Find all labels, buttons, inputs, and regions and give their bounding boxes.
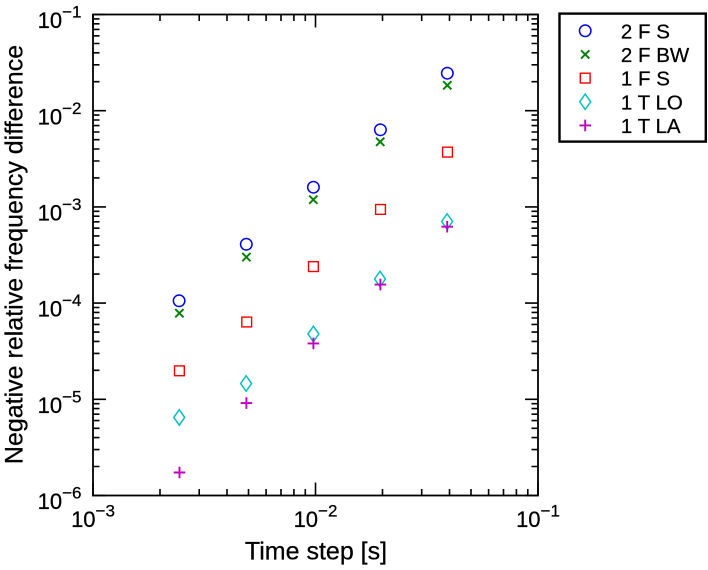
- svg-text:1 T LA: 1 T LA: [621, 115, 681, 138]
- svg-text:10−1: 10−1: [38, 3, 82, 33]
- svg-text:1 F S: 1 F S: [621, 68, 670, 91]
- svg-text:2 F S: 2 F S: [621, 20, 670, 43]
- svg-text:10−4: 10−4: [38, 291, 82, 322]
- svg-text:10−3: 10−3: [71, 502, 115, 533]
- svg-text:10−5: 10−5: [38, 387, 82, 418]
- svg-text:Negative relative frequency di: Negative relative frequency difference: [1, 45, 29, 464]
- svg-text:10−2: 10−2: [38, 99, 82, 130]
- svg-text:Time step [s]: Time step [s]: [245, 538, 387, 566]
- svg-text:2 F BW: 2 F BW: [621, 44, 690, 67]
- svg-text:1 T LO: 1 T LO: [621, 91, 683, 114]
